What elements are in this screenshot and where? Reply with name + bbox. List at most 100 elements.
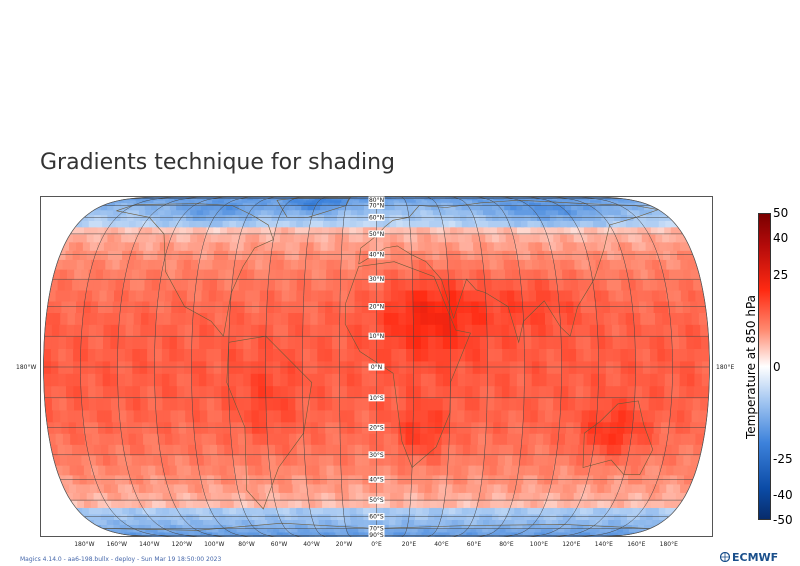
field-cell	[250, 348, 259, 362]
field-cell	[309, 507, 318, 515]
field-cell	[628, 474, 639, 485]
field-cell	[361, 433, 370, 445]
field-cell	[528, 524, 540, 530]
field-cell	[110, 324, 120, 337]
field-cell	[206, 336, 215, 349]
field-cell	[583, 454, 593, 466]
field-cell	[553, 385, 562, 399]
field-cell	[466, 214, 476, 221]
field-cell	[69, 465, 81, 476]
field-cell	[519, 269, 529, 280]
field-cell	[438, 531, 448, 535]
field-cell	[614, 250, 625, 260]
field-cell	[628, 250, 639, 260]
field-cell	[244, 300, 254, 313]
field-cell	[450, 360, 459, 374]
field-cell	[670, 250, 682, 260]
field-cell	[348, 465, 356, 476]
field-cell	[455, 507, 465, 515]
field-cell	[204, 492, 214, 501]
field-cell	[538, 324, 547, 337]
field-cell	[369, 385, 378, 399]
field-cell	[404, 259, 413, 270]
field-cell	[588, 300, 597, 313]
field-cell	[558, 474, 568, 485]
field-cell	[435, 385, 444, 399]
field-cell	[154, 360, 163, 374]
field-cell	[238, 524, 250, 530]
field-cell	[403, 233, 412, 243]
field-cell	[242, 528, 254, 533]
field-cell	[382, 528, 390, 533]
field-cell	[339, 300, 348, 313]
field-cell	[284, 474, 294, 485]
field-cell	[679, 360, 688, 374]
field-cell	[442, 324, 451, 337]
field-cell	[332, 385, 341, 399]
field-cell	[499, 528, 511, 533]
field-cell	[568, 385, 577, 399]
field-cell	[275, 444, 284, 456]
field-cell	[296, 289, 305, 302]
field-cell	[678, 397, 687, 411]
field-cell	[328, 500, 337, 508]
field-cell	[154, 336, 164, 349]
field-cell	[412, 444, 421, 456]
field-cell	[546, 348, 555, 362]
field-cell	[529, 300, 539, 313]
field-cell	[54, 300, 64, 313]
field-cell	[172, 226, 184, 235]
field-cell	[246, 444, 255, 456]
field-cell	[159, 483, 170, 493]
field-cell	[452, 202, 463, 206]
field-cell	[694, 373, 703, 387]
field-cell	[236, 528, 248, 533]
field-cell	[171, 300, 181, 313]
field-cell	[470, 202, 481, 206]
field-cell	[694, 360, 703, 374]
field-cell	[422, 220, 431, 228]
field-cell	[356, 500, 364, 508]
field-cell	[441, 279, 450, 291]
field-cell	[126, 409, 136, 423]
field-cell	[590, 373, 600, 387]
field-cell	[383, 483, 392, 493]
field-cell	[664, 444, 675, 456]
meridian-line	[472, 196, 562, 537]
field-cell	[413, 385, 422, 399]
field-cell	[235, 519, 246, 525]
field-cell	[474, 250, 484, 260]
field-cell	[532, 233, 543, 243]
field-cell	[166, 214, 178, 221]
field-cell	[413, 324, 422, 337]
field-cell	[195, 444, 205, 456]
field-cell	[245, 492, 255, 501]
field-cell	[216, 433, 225, 445]
field-cell	[169, 233, 180, 243]
field-cell	[420, 300, 429, 313]
world-temperature-map[interactable]: 90°N80°N70°N60°N50°N40°N30°N20°N10°N0°N1…	[40, 196, 713, 537]
field-cell	[259, 199, 271, 203]
field-cell	[222, 312, 231, 325]
field-cell	[299, 519, 309, 525]
field-cell	[117, 241, 129, 251]
field-cell	[77, 226, 90, 235]
field-cell	[206, 474, 217, 485]
field-cell	[111, 409, 121, 423]
field-cell	[695, 433, 706, 445]
field-cell	[251, 312, 260, 325]
field-cell	[508, 397, 518, 411]
field-cell	[328, 233, 337, 243]
field-cell	[405, 409, 414, 423]
field-cell	[477, 444, 486, 456]
field-cell	[157, 250, 168, 260]
field-cell	[260, 519, 271, 525]
field-cell	[619, 397, 628, 411]
field-cell	[466, 199, 477, 203]
field-cell	[590, 241, 601, 251]
field-cell	[225, 269, 235, 280]
field-cell	[419, 454, 428, 466]
field-cell	[383, 300, 392, 313]
field-cell	[446, 528, 457, 533]
field-cell	[343, 507, 351, 515]
